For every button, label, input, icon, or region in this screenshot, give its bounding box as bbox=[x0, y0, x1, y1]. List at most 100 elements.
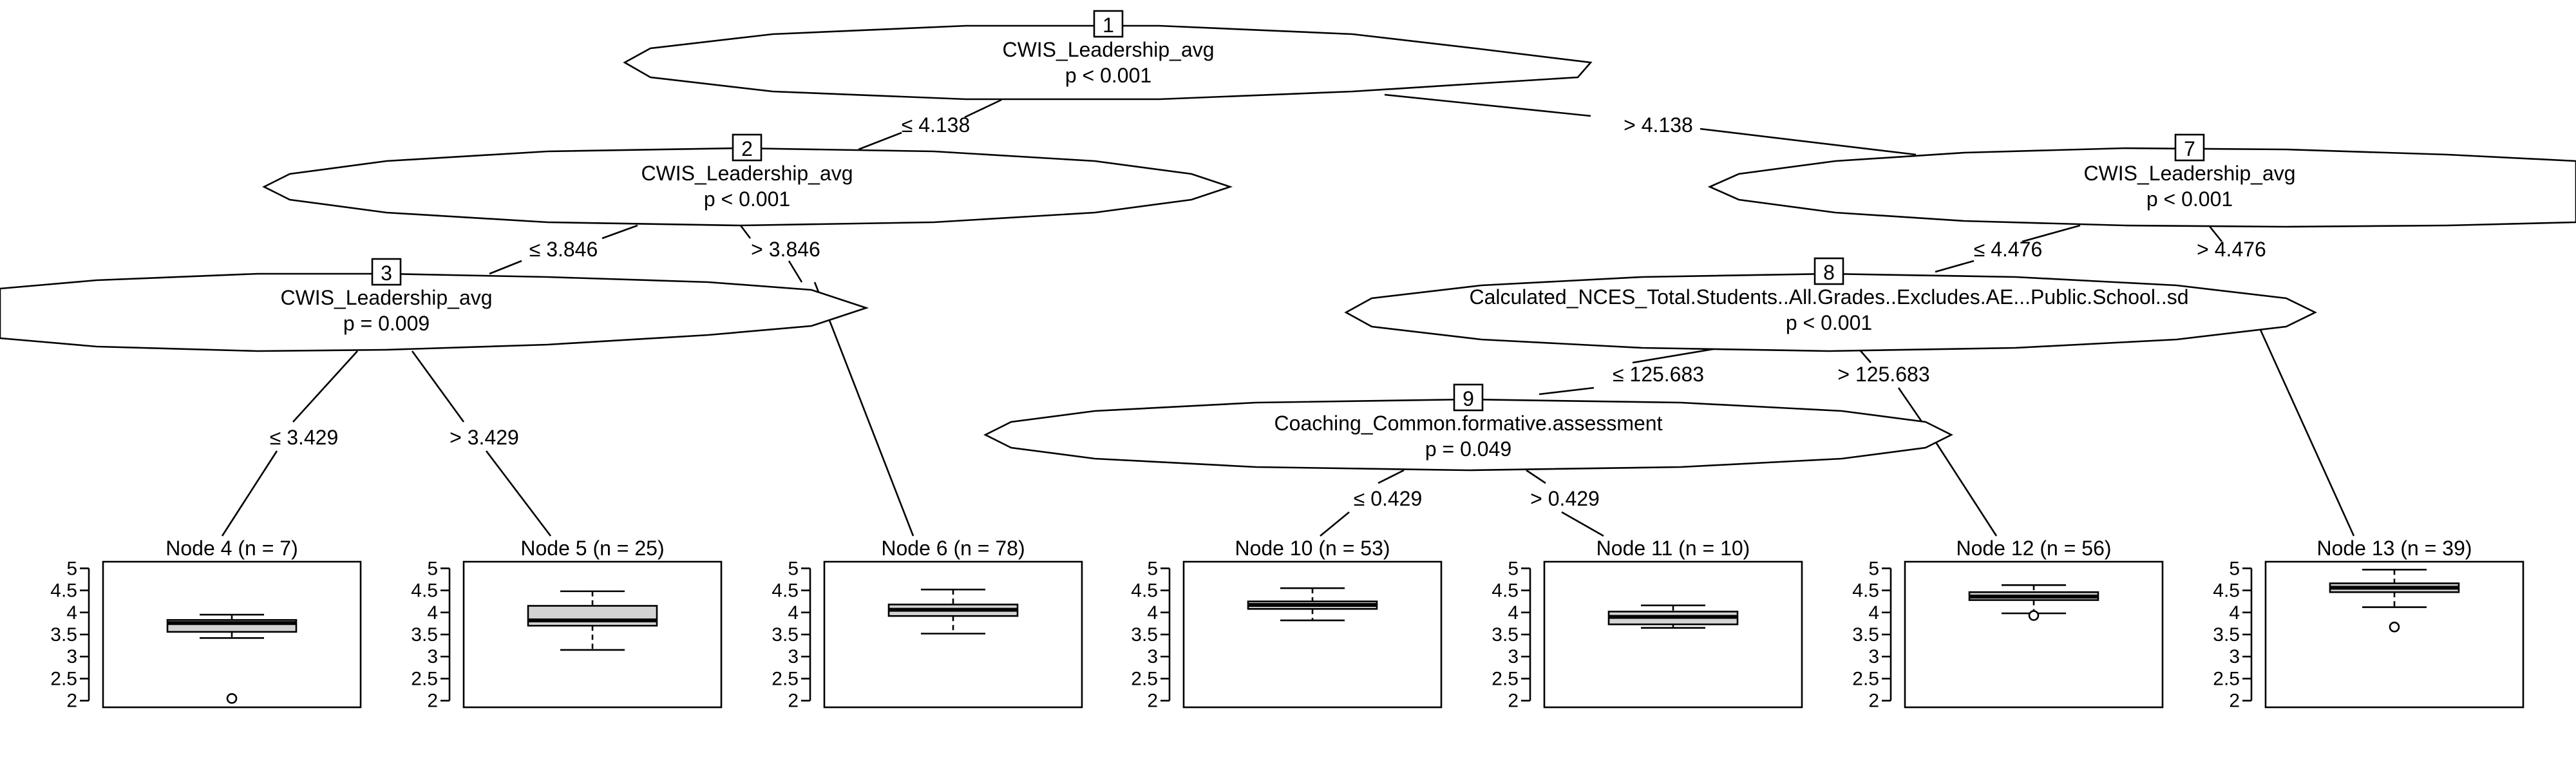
y-tick-label: 4.5 bbox=[50, 580, 77, 602]
edge-9-10-upper bbox=[1378, 469, 1405, 484]
y-tick-label: 3.5 bbox=[1852, 624, 1879, 645]
terminal-node-title: Node 13 (n = 39) bbox=[2316, 537, 2472, 560]
y-tick-label: 2 bbox=[1147, 691, 1158, 712]
y-tick-label: 4 bbox=[788, 602, 799, 624]
node-ellipse bbox=[262, 147, 1233, 227]
node-id: 7 bbox=[2184, 137, 2195, 160]
y-tick-label: 5 bbox=[1868, 558, 1879, 579]
y-tick-label: 5 bbox=[2229, 558, 2240, 579]
tree-edges bbox=[221, 93, 2355, 537]
y-tick-label: 2 bbox=[1868, 691, 1879, 712]
node-variable: Calculated_NCES_Total.Students..All.Grad… bbox=[1469, 285, 2188, 309]
terminal-node-panel: Node 12 (n = 56) 54.543.532.52 bbox=[1852, 537, 2164, 712]
edge-label: ≤ 4.138 bbox=[902, 113, 971, 137]
node-id-box bbox=[2174, 133, 2205, 162]
y-tick-label: 4 bbox=[427, 602, 438, 624]
y-tick-label: 3.5 bbox=[2213, 624, 2240, 645]
node-id-box bbox=[1453, 383, 1484, 412]
y-tick-label: 3 bbox=[788, 646, 799, 667]
node-id-box bbox=[1814, 257, 1844, 285]
edge-1-2-upper bbox=[964, 99, 1002, 119]
node-pvalue: p < 0.001 bbox=[2146, 187, 2233, 211]
terminal-node-panel: Node 6 (n = 78) 54.543.532.52 bbox=[772, 537, 1083, 712]
y-tick-label: 2 bbox=[66, 691, 77, 712]
edge-label: ≤ 3.429 bbox=[270, 426, 339, 449]
y-tick-label: 4.5 bbox=[1852, 580, 1879, 602]
node-pvalue: p < 0.001 bbox=[1065, 64, 1151, 87]
node-pvalue: p < 0.001 bbox=[704, 187, 790, 211]
node-ellipse bbox=[1707, 147, 2576, 228]
node-id-box bbox=[1093, 10, 1124, 38]
terminal-node-panel: Node 11 (n = 10) 54.543.532.52 bbox=[1492, 537, 1803, 712]
y-tick-label: 3.5 bbox=[772, 624, 799, 645]
node-pvalue: p = 0.049 bbox=[1425, 437, 1511, 461]
node-variable: CWIS_Leadership_avg bbox=[280, 286, 492, 309]
iqr-box bbox=[527, 605, 658, 627]
y-tick-label: 4.5 bbox=[1131, 580, 1158, 602]
edge-label: > 4.476 bbox=[2197, 238, 2266, 261]
outlier-point bbox=[2028, 610, 2040, 621]
y-tick-label: 4 bbox=[1868, 602, 1879, 624]
y-tick-label: 2 bbox=[1508, 691, 1519, 712]
y-tick-label: 4.5 bbox=[411, 580, 438, 602]
edge-label: > 0.429 bbox=[1530, 487, 1600, 510]
edge-8-12-leaf bbox=[1934, 441, 1998, 537]
edge-7-13-leaf bbox=[2259, 329, 2355, 537]
y-tick-label: 4 bbox=[66, 602, 77, 624]
node-ellipse bbox=[983, 398, 1953, 472]
inner-node-8: 8 Calculated_NCES_Total.Students..All.Gr… bbox=[1344, 257, 2317, 352]
y-tick-label: 4.5 bbox=[2213, 580, 2240, 602]
y-tick-label: 4 bbox=[1147, 602, 1158, 624]
y-tick-label: 3 bbox=[66, 646, 77, 667]
inner-node-1: 1 CWIS_Leadership_avg p < 0.001 bbox=[623, 10, 1593, 100]
y-tick-label: 3 bbox=[2229, 646, 2240, 667]
y-tick-label: 3.5 bbox=[1492, 624, 1519, 645]
y-tick-label: 2.5 bbox=[411, 668, 438, 689]
node-ellipse bbox=[1344, 272, 2317, 352]
y-tick-label: 3 bbox=[1147, 646, 1158, 667]
plot-frame bbox=[1543, 560, 1803, 709]
edge-2-6-upper bbox=[739, 225, 752, 239]
edge-7-8-upper bbox=[2022, 224, 2081, 243]
edge-1-2-lower bbox=[858, 131, 902, 151]
y-tick-label: 2.5 bbox=[1492, 668, 1519, 689]
edge-2-6-lower bbox=[788, 260, 803, 283]
plot-frame bbox=[1904, 560, 2164, 709]
y-tick-label: 5 bbox=[427, 558, 438, 579]
y-tick-label: 3.5 bbox=[50, 624, 77, 645]
terminal-node-panel: Node 5 (n = 25) 54.543.532.52 bbox=[411, 537, 723, 712]
y-tick-label: 4 bbox=[2229, 602, 2240, 624]
node-id-box bbox=[732, 133, 762, 162]
terminal-node-title: Node 12 (n = 56) bbox=[1956, 537, 2111, 560]
y-tick-label: 3.5 bbox=[1131, 624, 1158, 645]
edge-7-8-lower bbox=[1935, 260, 1975, 273]
plot-frame bbox=[462, 560, 723, 709]
node-variable: CWIS_Leadership_avg bbox=[2083, 162, 2295, 185]
node-id: 1 bbox=[1103, 14, 1114, 37]
node-pvalue: p < 0.001 bbox=[1786, 311, 1872, 334]
y-tick-label: 2.5 bbox=[2213, 668, 2240, 689]
plot-frame bbox=[1182, 560, 1443, 709]
edge-8-9-lower bbox=[1539, 386, 1595, 396]
edge-label: ≤ 125.683 bbox=[1613, 363, 1704, 386]
edge-label: > 125.683 bbox=[1837, 363, 1929, 386]
node-id: 3 bbox=[381, 262, 392, 285]
edge-8-9-upper bbox=[1632, 347, 1721, 364]
node-id: 2 bbox=[741, 137, 753, 160]
edge-label: ≤ 4.476 bbox=[1974, 238, 2043, 261]
node-id-box bbox=[371, 258, 402, 286]
edge-2-3-upper bbox=[601, 224, 638, 240]
y-tick-label: 2 bbox=[788, 691, 799, 712]
edge-label: ≤ 0.429 bbox=[1354, 487, 1423, 510]
y-tick-label: 3 bbox=[427, 646, 438, 667]
edge-labels: ≤ 4.138 > 4.138 ≤ 3.846 > 3.846 ≤ 3.429 … bbox=[270, 113, 2266, 510]
outlier-point bbox=[2389, 622, 2400, 633]
edge-2-6-leaf bbox=[813, 282, 914, 537]
edge-label: > 4.138 bbox=[1624, 113, 1693, 137]
terminal-node-panel: Node 4 (n = 7) 54.543.532.52 bbox=[50, 537, 362, 712]
edge-label: ≤ 3.846 bbox=[529, 238, 598, 261]
edge-9-11-lower bbox=[1561, 511, 1604, 537]
edge-1-7-lower bbox=[1700, 128, 1917, 156]
